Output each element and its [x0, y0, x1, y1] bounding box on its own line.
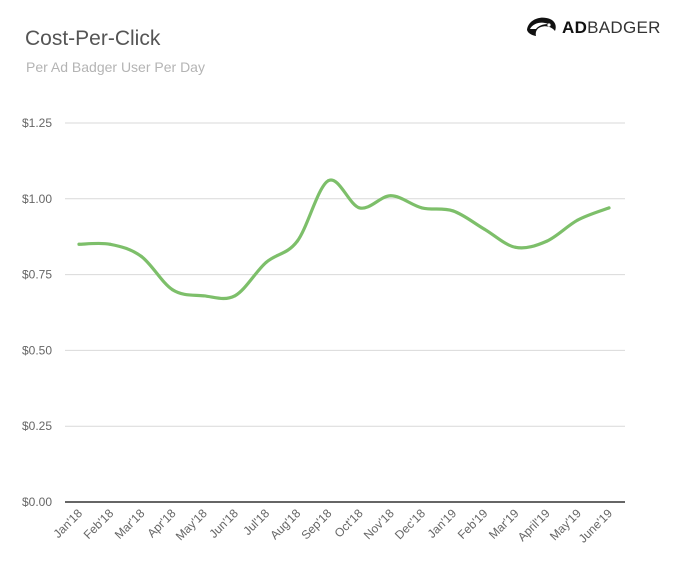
series-line — [77, 178, 611, 301]
data-point — [139, 254, 143, 258]
chart-title: Cost-Per-Click — [25, 27, 161, 50]
data-point — [171, 288, 175, 292]
x-tick-label: Mar'18 — [112, 506, 148, 542]
data-point — [108, 242, 112, 246]
grid-lines — [65, 122, 625, 503]
x-tick-label: Feb'19 — [455, 506, 491, 542]
x-tick-label: May'18 — [173, 506, 210, 543]
data-point — [482, 227, 486, 231]
x-tick-label: Aug'18 — [267, 506, 303, 542]
x-tick-label: Nov'18 — [361, 506, 397, 542]
x-tick-label: Dec'18 — [392, 506, 428, 542]
data-point — [202, 294, 206, 298]
x-tick-label: Jun'18 — [206, 506, 241, 541]
badger-head-icon — [527, 17, 556, 36]
x-tick-label: Jan'18 — [50, 506, 85, 541]
brand-logo: ADBADGER — [524, 13, 661, 43]
x-tick-label: Sep'18 — [298, 506, 334, 542]
x-tick-label: June'19 — [576, 506, 616, 546]
data-point — [77, 242, 81, 246]
series-layer — [77, 178, 611, 301]
data-point — [326, 179, 330, 183]
y-tick-label: $1.00 — [22, 192, 52, 206]
chart-subtitle: Per Ad Badger User Per Day — [26, 59, 205, 75]
x-tick-label: April'19 — [515, 506, 553, 544]
data-point — [389, 194, 393, 198]
x-tick-label: Feb'18 — [81, 506, 117, 542]
data-point — [358, 206, 362, 210]
x-tick-label: Jan'19 — [425, 506, 460, 541]
x-tick-label: Oct'18 — [332, 506, 366, 540]
data-point — [545, 239, 549, 243]
y-tick-label: $0.00 — [22, 495, 52, 509]
data-point — [420, 206, 424, 210]
data-point — [264, 260, 268, 264]
data-point — [295, 239, 299, 243]
data-point — [233, 294, 237, 298]
y-tick-label: $1.25 — [22, 116, 52, 130]
y-tick-label: $0.50 — [22, 343, 52, 357]
y-tick-label: $0.75 — [22, 268, 52, 282]
data-point — [451, 209, 455, 213]
data-point — [513, 245, 517, 249]
y-axis-ticks: $0.00 $0.25 $0.50 $0.75 $1.00 $1.25 — [22, 116, 52, 509]
data-point — [576, 218, 580, 222]
data-point — [607, 206, 611, 210]
brand-name: ADBADGER — [562, 18, 661, 37]
y-tick-label: $0.25 — [22, 419, 52, 433]
